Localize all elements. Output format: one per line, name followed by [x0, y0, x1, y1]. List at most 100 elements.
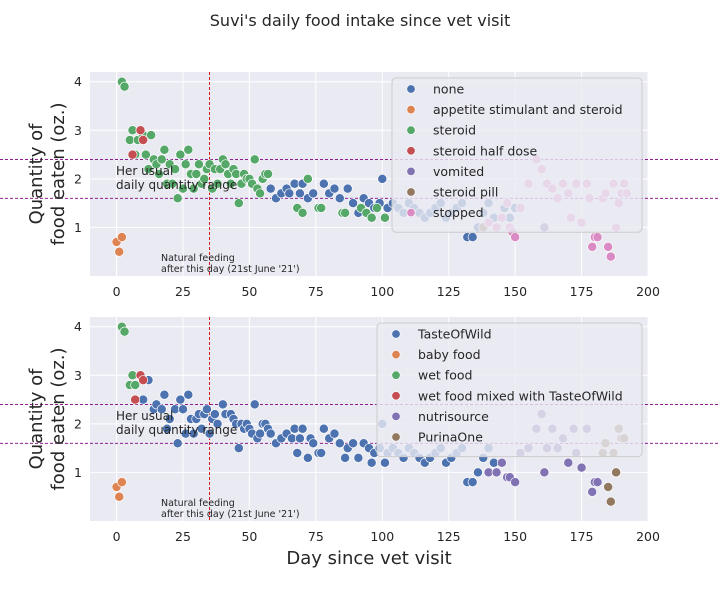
- data-point: [308, 438, 319, 449]
- top-plot-ylabel-line2: food eaten (oz.): [48, 102, 69, 245]
- data-point: [162, 423, 173, 434]
- data-point: [379, 212, 390, 223]
- usual-range-label-line1: Her usual: [116, 409, 173, 423]
- data-point: [472, 467, 483, 478]
- legend-entry: PurinaOne: [418, 430, 483, 445]
- data-point: [255, 428, 266, 439]
- data-point: [292, 448, 303, 458]
- x-tick-label: 100: [370, 284, 394, 299]
- legend-entry: none: [433, 82, 464, 97]
- data-point: [348, 438, 359, 449]
- data-point: [294, 188, 305, 199]
- data-point: [255, 188, 266, 199]
- data-point: [318, 423, 329, 434]
- y-tick-label: 1: [74, 220, 82, 235]
- legend-marker: [406, 84, 416, 94]
- data-point: [587, 241, 598, 252]
- data-point: [587, 486, 598, 497]
- data-point: [178, 404, 188, 415]
- data-point: [225, 178, 236, 189]
- y-tick-label: 4: [74, 319, 82, 334]
- data-point: [379, 457, 390, 468]
- x-tick-label: 50: [241, 529, 257, 544]
- data-point: [167, 178, 178, 189]
- data-point: [217, 399, 228, 410]
- x-tick-label: 125: [437, 284, 461, 299]
- legend-entry: steroid pill: [433, 185, 498, 200]
- top-plot-ylabel-line1: Quantity of: [26, 123, 47, 225]
- data-point: [201, 404, 212, 415]
- bottom-plot-ylabel-line1: Quantity of: [26, 368, 47, 470]
- x-tick-label: 0: [113, 284, 121, 299]
- data-point: [510, 477, 521, 488]
- legend-marker: [406, 125, 416, 135]
- top-plot-tick-labels: 0 25 50 75 100 125 150 175 200 1 2 3 4: [74, 74, 660, 299]
- data-point: [183, 389, 194, 400]
- data-point: [329, 428, 340, 439]
- x-tick-label: 0: [113, 529, 121, 544]
- legend-marker: [391, 391, 401, 401]
- data-point: [265, 183, 276, 194]
- data-point: [308, 188, 319, 199]
- data-point: [116, 232, 127, 243]
- data-point: [156, 404, 167, 415]
- x-tick-label: 150: [503, 529, 527, 544]
- x-tick-label: 125: [437, 529, 461, 544]
- bottom-plot-annotations: Her usual daily quantity range Natural f…: [116, 409, 300, 520]
- x-tick-label: 75: [308, 284, 324, 299]
- legend-marker: [406, 105, 416, 115]
- data-point: [263, 169, 273, 179]
- data-point: [119, 326, 130, 337]
- data-point: [172, 438, 183, 449]
- legend-entry: appetite stimulant and steroid: [433, 102, 623, 117]
- data-point: [334, 438, 345, 449]
- data-point: [114, 491, 125, 502]
- top-plot-annotations: Her usual daily quantity range Natural f…: [116, 164, 300, 275]
- data-point: [334, 193, 345, 204]
- data-point: [592, 477, 603, 488]
- data-point: [265, 428, 276, 439]
- legend-entry: vomited: [433, 164, 484, 179]
- x-tick-label: 50: [241, 284, 257, 299]
- legend-entry: stopped: [433, 205, 484, 220]
- data-point: [539, 467, 550, 478]
- data-point: [496, 457, 507, 468]
- data-point: [340, 452, 351, 463]
- data-point: [188, 183, 199, 194]
- y-tick-label: 3: [74, 123, 82, 138]
- data-point: [302, 452, 313, 463]
- y-tick-label: 1: [74, 465, 82, 480]
- data-point: [302, 173, 313, 184]
- bottom-plot-legend: TasteOfWild baby food wet food wet food mix…: [376, 322, 643, 458]
- data-point: [377, 173, 388, 184]
- natural-feeding-label-line1: Natural feeding: [161, 498, 235, 509]
- data-point: [164, 414, 175, 424]
- data-point: [172, 193, 183, 204]
- legend-entry: wet food: [418, 368, 472, 383]
- y-tick-label: 3: [74, 368, 82, 383]
- data-point: [297, 423, 308, 434]
- legend-entry: steroid: [433, 123, 476, 138]
- data-point: [576, 462, 587, 473]
- legend-marker: [391, 370, 401, 380]
- legend-entry: TasteOfWild: [417, 327, 492, 342]
- x-tick-label: 175: [570, 529, 594, 544]
- data-point: [116, 477, 127, 488]
- data-point: [611, 467, 622, 478]
- legend-marker: [391, 432, 401, 442]
- data-point: [119, 81, 130, 92]
- usual-range-label-line2: daily quantity range: [116, 178, 237, 192]
- data-point: [196, 423, 207, 434]
- legend-entry: nutrisource: [418, 409, 489, 424]
- usual-range-label-line1: Her usual: [116, 164, 173, 178]
- data-point: [191, 169, 202, 179]
- x-tick-label: 175: [570, 284, 594, 299]
- data-point: [199, 173, 210, 184]
- x-tick-label: 25: [175, 284, 191, 299]
- data-point: [138, 135, 149, 145]
- data-point: [212, 418, 223, 429]
- data-point: [175, 394, 186, 405]
- data-point: [233, 198, 244, 209]
- data-point: [297, 207, 308, 218]
